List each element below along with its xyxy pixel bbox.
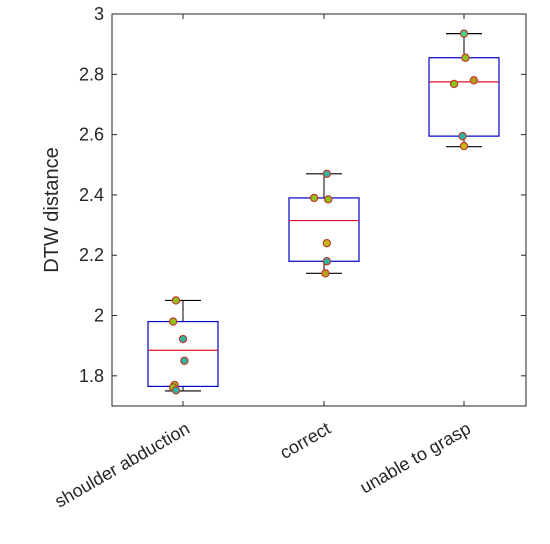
data-point (171, 296, 181, 305)
data-point (180, 356, 189, 365)
box-group-3 (428, 32, 500, 148)
data-point (461, 53, 470, 62)
x-tick-label: correct (276, 418, 334, 463)
box (288, 197, 360, 262)
data-point (309, 193, 319, 203)
data-point (449, 79, 459, 89)
data-point (324, 195, 333, 204)
points-layer (168, 29, 479, 395)
box-group-1 (147, 299, 219, 392)
y-tick-label: 2.6 (79, 125, 104, 145)
data-point (458, 131, 467, 141)
y-tick-label: 3 (94, 4, 104, 24)
box (147, 320, 219, 388)
data-point (459, 141, 469, 151)
data-point (459, 29, 469, 38)
y-tick-label: 2 (94, 306, 104, 326)
box (428, 57, 500, 137)
y-tick-label: 2.4 (79, 185, 104, 205)
data-point (322, 238, 332, 248)
data-point (321, 269, 330, 278)
y-tick-label: 2.8 (79, 64, 104, 84)
x-tick-label: shoulder abduction (51, 418, 193, 511)
data-point (178, 334, 188, 344)
data-point (168, 317, 178, 326)
boxes-layer (147, 32, 500, 392)
data-point (322, 257, 332, 266)
y-tick-label: 1.8 (79, 366, 104, 386)
data-point (469, 76, 479, 85)
data-point (171, 386, 181, 395)
plot-frame (111, 13, 527, 407)
y-axis-label: DTW distance (41, 147, 63, 273)
y-tick-label: 2.2 (79, 245, 104, 265)
data-point (322, 169, 332, 179)
x-tick-label: unable to grasp (357, 418, 474, 497)
